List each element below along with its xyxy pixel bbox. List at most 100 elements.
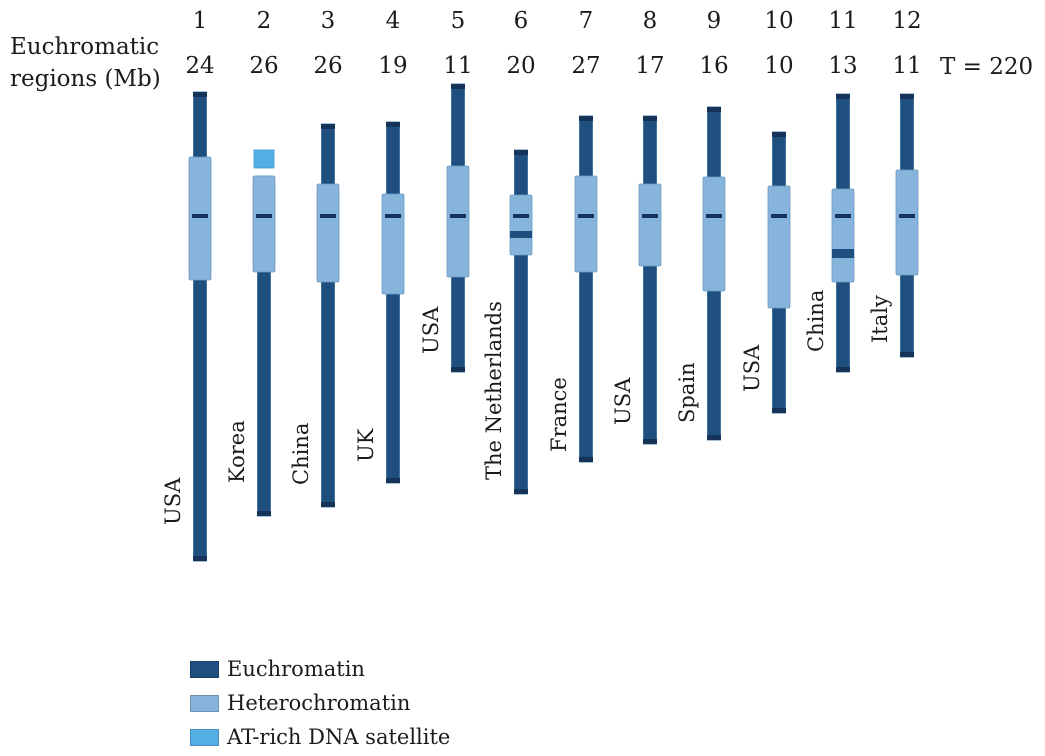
euchromatin-band bbox=[510, 231, 532, 238]
heterochromatin-segment bbox=[638, 183, 662, 267]
at-rich-satellite bbox=[253, 149, 275, 169]
heterochromatin-segment bbox=[446, 165, 470, 278]
legend: Euchromatin Heterochromatin AT-rich DNA … bbox=[190, 652, 450, 754]
chromosome-9: 9 16 Spain bbox=[675, 8, 729, 441]
country-label: Spain bbox=[675, 362, 699, 423]
centromere-band bbox=[835, 214, 851, 218]
heterochromatin-swatch bbox=[190, 694, 219, 712]
centromere-band bbox=[256, 214, 272, 218]
heterochromatin-segment bbox=[895, 169, 919, 276]
chromosome-10: 10 10 USA bbox=[740, 8, 794, 414]
country-label: USA bbox=[161, 477, 185, 525]
chromosome-11: 11 13 China bbox=[804, 8, 858, 373]
centromere-band bbox=[706, 214, 722, 218]
chromosome-number: 11 bbox=[828, 8, 857, 34]
total-label: T = 220 bbox=[940, 54, 1033, 80]
country-label: USA bbox=[419, 306, 443, 354]
chromosome-12: 12 11 Italy bbox=[868, 8, 922, 358]
chromosome-group: 1 24 USA 2 26 Korea 3 26 China 4 19 UK 5 11 USA 6 20 The … bbox=[161, 8, 922, 562]
telomere-cap-bottom bbox=[579, 457, 593, 462]
chromosome-3: 3 26 China bbox=[289, 8, 343, 508]
legend-label-at-satellite: AT-rich DNA satellite bbox=[227, 725, 451, 749]
telomere-cap-bottom bbox=[321, 502, 335, 507]
chromosome-7: 7 27 France bbox=[547, 8, 601, 463]
chromosome-diagram: Euchromatic regions (Mb) T = 220 1 24 USA 2… bbox=[10, 8, 1033, 562]
heterochromatin-segment bbox=[702, 176, 726, 292]
chromosome-1: 1 24 USA bbox=[161, 8, 215, 562]
euchromatic-mb-value: 19 bbox=[378, 53, 407, 79]
euchromatic-mb-value: 26 bbox=[249, 53, 278, 79]
header-euchromatic: Euchromatic bbox=[10, 34, 159, 60]
telomere-cap-bottom bbox=[772, 408, 786, 413]
country-label: The Netherlands bbox=[482, 301, 506, 480]
centromere-band bbox=[642, 214, 658, 218]
euchromatic-mb-value: 17 bbox=[635, 53, 664, 79]
telomere-cap-top bbox=[514, 150, 528, 155]
telomere-cap-bottom bbox=[836, 367, 850, 372]
chromosome-number: 2 bbox=[257, 8, 272, 34]
telomere-cap-bottom bbox=[386, 478, 400, 483]
telomere-cap-top bbox=[451, 84, 465, 89]
euchromatin-segment bbox=[386, 121, 400, 484]
heterochromatin-segment bbox=[252, 175, 276, 273]
legend-item-heterochromatin: Heterochromatin bbox=[190, 686, 450, 720]
chromosome-number: 10 bbox=[764, 8, 793, 34]
euchromatic-mb-value: 11 bbox=[443, 53, 472, 79]
country-label: Korea bbox=[225, 420, 249, 483]
chromosome-8: 8 17 USA bbox=[611, 8, 665, 445]
telomere-cap-top bbox=[707, 107, 721, 112]
telomere-cap-top bbox=[386, 122, 400, 127]
telomere-cap-top bbox=[193, 92, 207, 97]
chromosome-number: 7 bbox=[579, 8, 594, 34]
at-satellite-swatch bbox=[190, 728, 219, 746]
centromere-band bbox=[578, 214, 594, 218]
chromosome-number: 5 bbox=[451, 8, 466, 34]
centromere-band bbox=[385, 214, 401, 218]
euchromatin-segment bbox=[579, 115, 593, 463]
euchromatin-segment bbox=[643, 115, 657, 445]
heterochromatin-segment bbox=[767, 185, 791, 309]
centromere-band bbox=[899, 214, 915, 218]
telomere-cap-bottom bbox=[900, 352, 914, 357]
legend-item-euchromatin: Euchromatin bbox=[190, 652, 450, 686]
chromosome-number: 1 bbox=[193, 8, 208, 34]
header-regions-mb: regions (Mb) bbox=[10, 66, 161, 92]
telomere-cap-top bbox=[900, 94, 914, 99]
legend-label-heterochromatin: Heterochromatin bbox=[227, 691, 411, 715]
chromosome-4: 4 19 UK bbox=[354, 8, 408, 484]
euchromatin-segment bbox=[321, 123, 335, 508]
country-label: USA bbox=[611, 377, 635, 425]
telomere-cap-bottom bbox=[193, 556, 207, 561]
euchromatin-swatch bbox=[190, 660, 219, 678]
chromosome-number: 12 bbox=[892, 8, 921, 34]
chromosome-6: 6 20 The Netherlands bbox=[482, 8, 536, 495]
country-label: UK bbox=[354, 428, 378, 462]
telomere-cap-top bbox=[643, 116, 657, 121]
chromosome-number: 6 bbox=[514, 8, 529, 34]
telomere-cap-top bbox=[836, 94, 850, 99]
euchromatic-mb-value: 16 bbox=[699, 53, 728, 79]
country-label: France bbox=[547, 377, 571, 452]
euchromatic-mb-value: 24 bbox=[185, 53, 214, 79]
country-label: Italy bbox=[868, 295, 892, 343]
chromosome-number: 8 bbox=[643, 8, 658, 34]
chromosome-number: 9 bbox=[707, 8, 722, 34]
chromosome-number: 3 bbox=[321, 8, 336, 34]
euchromatic-mb-value: 27 bbox=[571, 53, 600, 79]
centromere-band bbox=[771, 214, 787, 218]
legend-item-at-satellite: AT-rich DNA satellite bbox=[190, 720, 450, 754]
country-label: USA bbox=[740, 344, 764, 392]
legend-label-euchromatin: Euchromatin bbox=[227, 657, 365, 681]
centromere-band bbox=[192, 214, 208, 218]
euchromatic-mb-value: 26 bbox=[313, 53, 342, 79]
country-label: China bbox=[289, 423, 313, 485]
euchromatic-mb-value: 10 bbox=[764, 53, 793, 79]
centromere-band bbox=[513, 214, 529, 218]
telomere-cap-bottom bbox=[707, 435, 721, 440]
centromere-band bbox=[320, 214, 336, 218]
heterochromatin-segment bbox=[381, 193, 405, 295]
heterochromatin-segment bbox=[574, 175, 598, 273]
telomere-cap-bottom bbox=[451, 367, 465, 372]
heterochromatin-segment bbox=[831, 188, 855, 283]
telomere-cap-top bbox=[579, 116, 593, 121]
